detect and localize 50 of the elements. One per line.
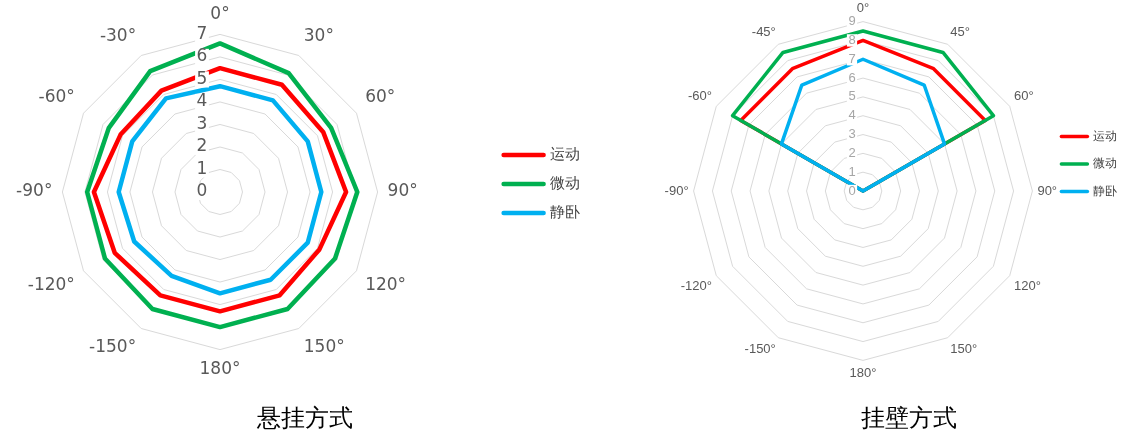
spoke-label: -45° — [751, 23, 776, 39]
y-tick-label: 9 — [848, 13, 856, 29]
y-tick-label: 1 — [848, 163, 856, 179]
spoke-label: -120° — [680, 277, 712, 293]
spoke-label: -90° — [664, 182, 689, 198]
spoke-label: 90° — [387, 180, 418, 201]
legend-label: 静卧 — [549, 202, 580, 221]
spoke-label: 150° — [950, 341, 978, 357]
legend-label: 微动 — [1093, 156, 1118, 171]
y-tick-label: 0 — [848, 182, 856, 198]
y-tick-label: 4 — [848, 107, 856, 123]
y-tick-label: 0 — [196, 180, 208, 201]
text: 挂壁方式 — [861, 404, 957, 433]
y-tick-label: 5 — [848, 88, 856, 104]
y-tick-label: 2 — [848, 144, 856, 160]
spoke-label: 0° — [856, 0, 870, 16]
y-tick-label: 4 — [196, 90, 208, 111]
spoke-label: -60° — [38, 86, 75, 107]
y-tick-label: 5 — [196, 67, 208, 88]
y-tick-label: 6 — [848, 69, 856, 85]
legend-label: 静卧 — [1093, 183, 1118, 198]
y-tick-label: 7 — [848, 50, 856, 66]
y-tick-label: 3 — [196, 112, 208, 133]
text: 悬挂方式 — [257, 404, 353, 433]
spoke-label: 90° — [1037, 182, 1058, 198]
spoke-label: -120° — [27, 274, 75, 295]
spoke-label: 180° — [849, 364, 877, 380]
spoke-label: 60° — [1014, 87, 1034, 103]
y-tick-label: 3 — [848, 126, 856, 142]
y-tick-label: 7 — [196, 22, 208, 43]
spoke-label: -60° — [687, 87, 712, 103]
spoke-label: 60° — [365, 86, 396, 107]
legend-label: 运动 — [1093, 128, 1118, 143]
spoke-label: -90° — [16, 180, 53, 201]
spoke-label: -150° — [744, 341, 776, 357]
spoke-label: 120° — [365, 274, 407, 295]
spoke-label: 180° — [199, 358, 241, 379]
y-tick-label: 1 — [196, 157, 208, 178]
legend-label: 运动 — [549, 144, 580, 163]
y-tick-label: 2 — [196, 135, 208, 156]
spoke-label: 30° — [303, 25, 334, 46]
spoke-label: 150° — [303, 335, 345, 356]
spoke-label: 0° — [210, 2, 230, 23]
y-tick-label: 6 — [196, 45, 208, 66]
spoke-label: 120° — [1014, 277, 1041, 293]
spoke-label: 45° — [950, 23, 970, 39]
y-tick-label: 8 — [848, 32, 856, 47]
spoke-label: -150° — [89, 335, 137, 356]
legend-label: 微动 — [549, 173, 580, 192]
spoke-label: -30° — [99, 25, 137, 46]
